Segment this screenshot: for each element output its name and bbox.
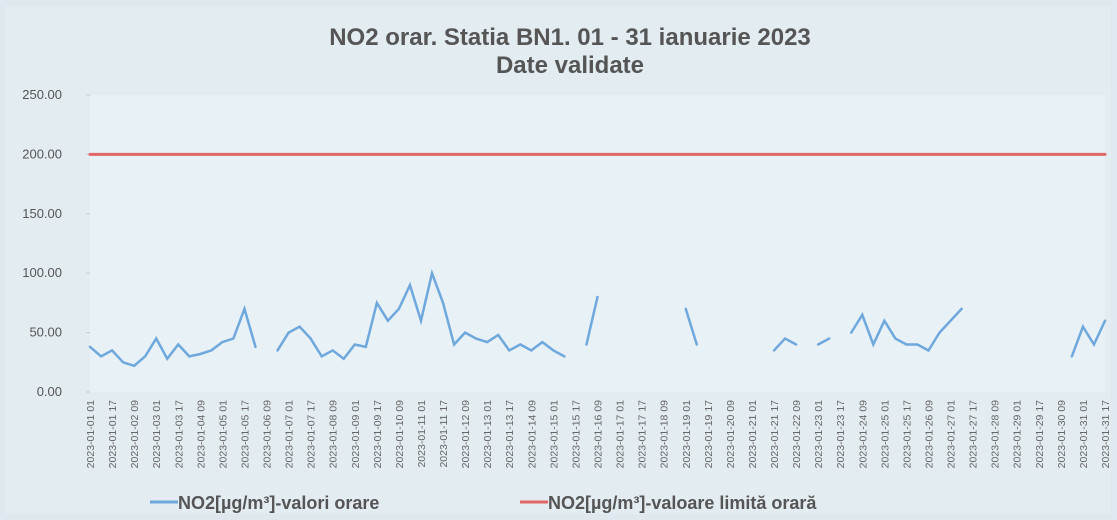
x-tick-label: 2023-01-21 01 <box>747 400 759 468</box>
chart-subtitle: Date validate <box>496 52 644 79</box>
y-tick-label: 250.00 <box>22 87 62 102</box>
x-tick-label: 2023-01-18 09 <box>659 400 671 468</box>
series-line <box>88 268 1107 368</box>
x-tick-label: 2023-01-20 09 <box>725 400 737 468</box>
x-tick-label: 2023-01-03 17 <box>173 400 185 468</box>
x-tick-label: 2023-01-25 01 <box>879 400 891 468</box>
x-tick-label: 2023-01-26 09 <box>923 400 935 468</box>
chart-title: NO2 orar. Statia BN1. 01 - 31 ianuarie 2… <box>329 24 811 51</box>
x-tick-label: 2023-01-08 09 <box>328 400 340 468</box>
x-tick-label: 2023-01-22 09 <box>791 400 803 468</box>
x-tick-label: 2023-01-24 09 <box>857 400 869 468</box>
legend-label: NO2[µg/m³]-valori orare <box>178 493 379 513</box>
x-tick-label: 2023-01-23 01 <box>813 400 825 468</box>
x-tick-label: 2023-01-17 17 <box>637 400 649 468</box>
x-tick-label: 2023-01-02 09 <box>129 400 141 468</box>
x-tick-label: 2023-01-07 01 <box>284 400 296 468</box>
x-tick-label: 2023-01-29 17 <box>1034 400 1046 468</box>
x-tick-label: 2023-01-31 01 <box>1078 400 1090 468</box>
y-tick-label: 100.00 <box>22 265 62 280</box>
x-tick-label: 2023-01-05 17 <box>239 400 251 468</box>
x-tick-label: 2023-01-23 17 <box>835 400 847 468</box>
x-tick-label: 2023-01-13 01 <box>482 400 494 468</box>
x-tick-label: 2023-01-09 01 <box>350 400 362 468</box>
x-tick-label: 2023-01-04 09 <box>195 400 207 468</box>
x-tick-label: 2023-01-11 17 <box>438 400 450 468</box>
x-tick-label: 2023-01-15 17 <box>570 400 582 468</box>
x-tick-label: 2023-01-30 09 <box>1056 400 1068 468</box>
x-tick-label: 2023-01-07 17 <box>306 400 318 468</box>
x-tick-label: 2023-01-16 09 <box>593 400 605 468</box>
x-tick-label: 2023-01-09 17 <box>372 400 384 468</box>
x-tick-label: 2023-01-27 17 <box>968 400 980 468</box>
x-tick-label: 2023-01-03 01 <box>151 400 163 468</box>
legend-label: NO2[µg/m³]-valoare limită orară <box>548 493 817 513</box>
y-tick-label: 200.00 <box>22 146 62 161</box>
y-tick-label: 0.00 <box>37 384 62 399</box>
plot-area <box>90 95 1105 392</box>
x-tick-label: 2023-01-12 09 <box>460 400 472 468</box>
x-tick-label: 2023-01-13 17 <box>504 400 516 468</box>
x-tick-label: 2023-01-19 17 <box>703 400 715 468</box>
x-tick-label: 2023-01-14 09 <box>526 400 538 468</box>
x-tick-label: 2023-01-25 17 <box>901 400 913 468</box>
x-tick-label: 2023-01-28 09 <box>990 400 1002 468</box>
x-tick-label: 2023-01-15 01 <box>548 400 560 468</box>
x-tick-label: 2023-01-29 01 <box>1012 400 1024 468</box>
y-tick-label: 50.00 <box>29 325 62 340</box>
x-tick-label: 2023-01-01 17 <box>107 400 119 468</box>
x-tick-label: 2023-01-19 01 <box>681 400 693 468</box>
x-tick-label: 2023-01-01 01 <box>85 400 97 468</box>
x-tick-label: 2023-01-27 01 <box>946 400 958 468</box>
x-tick-label: 2023-01-17 01 <box>615 400 627 468</box>
x-tick-label: 2023-01-21 17 <box>769 400 781 468</box>
x-tick-label: 2023-01-31 17 <box>1100 400 1112 468</box>
x-tick-label: 2023-01-05 01 <box>217 400 229 468</box>
x-tick-label: 2023-01-11 01 <box>416 400 428 468</box>
x-tick-label: 2023-01-06 09 <box>262 400 274 468</box>
x-tick-label: 2023-01-10 09 <box>394 400 406 468</box>
y-tick-label: 150.00 <box>22 206 62 221</box>
